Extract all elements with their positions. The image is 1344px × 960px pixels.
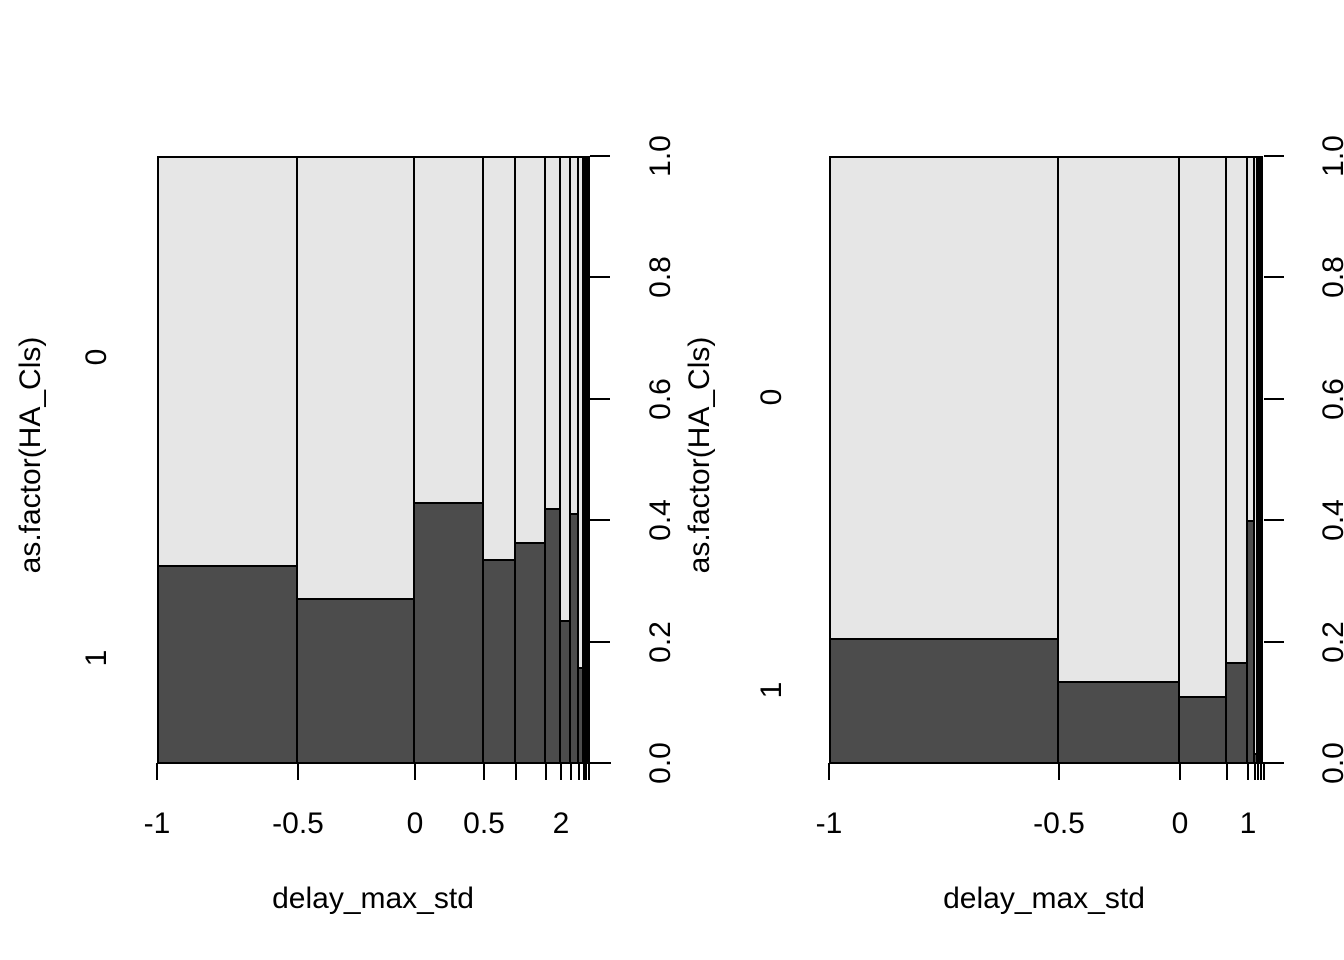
y-right-tick [590,155,610,157]
bar [546,156,561,763]
bar-segment-level1 [1248,520,1253,763]
y-right-tick [590,397,610,400]
x-tick [582,763,585,780]
category-label: 0 [755,388,788,406]
bar-segment-level1 [1180,696,1225,763]
x-tick-label: 2 [552,807,570,840]
category-label: 0 [80,348,113,366]
x-tick [560,763,562,780]
bar-segment-level1 [1255,753,1257,763]
y-right-tick-label: 0.0 [1317,742,1344,784]
x-tick [585,763,587,780]
x-axis-title: delay_max_std [943,882,1145,915]
bar-segment-level1 [1227,662,1246,763]
degenerate-bars-band [1258,156,1264,763]
x-axis-line [829,762,1283,764]
bar [1255,156,1259,763]
bar-segment-level1 [516,542,544,763]
y-right-tick-label: 0.6 [644,377,677,420]
y-right-tick [590,640,610,643]
y-right-tick [1263,276,1284,279]
y-right-tick [1263,762,1284,764]
bar [1180,156,1227,763]
y-right-tick-label: 0.0 [644,742,677,784]
x-tick-label: -0.5 [272,807,324,840]
x-tick [1058,763,1060,780]
x-tick [156,763,158,780]
bar-segment-level1 [831,638,1057,763]
bar-segment-level1 [571,513,577,763]
x-tick-label: 0 [1171,807,1189,840]
x-axis-title: delay_max_std [272,882,474,915]
bar [829,156,1059,763]
x-tick [570,763,572,780]
x-tick [587,763,590,780]
y-right-tick-label: 0.8 [1317,256,1344,299]
bar [1248,156,1255,763]
y-right-tick-label: 0.8 [644,256,677,299]
bar [1059,156,1180,763]
x-tick [1260,763,1262,780]
bar [484,156,516,763]
bar-segment-level1 [484,559,514,763]
category-label: 1 [80,649,113,667]
x-tick [577,763,580,780]
bar-segment-level1 [578,667,582,763]
bar-segment-level1 [298,598,413,763]
x-tick-label: 0.5 [463,807,505,840]
bar [415,156,484,763]
x-tick [1257,763,1260,780]
x-tick [483,763,485,780]
x-tick-label: -0.5 [1033,807,1085,840]
bar [561,156,571,763]
x-tick-label: -1 [815,807,843,840]
x-tick-label: 1 [1239,807,1257,840]
bar-segment-level1 [561,620,569,763]
x-tick [515,763,517,780]
y-right-tick [1263,519,1284,522]
x-tick [1262,763,1265,780]
bar [578,156,584,763]
y-axis-title: as.factor(HA_Cls) [14,336,47,574]
x-tick [414,763,416,780]
y-axis-title: as.factor(HA_Cls) [683,336,716,574]
y-right-tick [590,762,610,764]
bar-segment-level1 [1059,681,1178,763]
y-right-tick [1263,640,1284,643]
bar [571,156,579,763]
y-right-tick-label: 0.6 [1317,377,1344,420]
x-tick [1247,763,1249,780]
x-tick [828,763,830,780]
y-right-tick-label: 0.2 [644,620,677,663]
y-right-tick-label: 1.0 [644,135,677,177]
bar [157,156,298,763]
x-tick-label: -1 [143,807,171,840]
y-right-tick [1263,397,1284,400]
y-right-tick-label: 1.0 [1317,135,1344,177]
y-right-tick [590,276,610,279]
bar [1227,156,1248,763]
degenerate-bars-band [583,156,590,763]
y-right-tick-label: 0.4 [644,499,677,542]
bar-segment-level1 [159,565,296,763]
x-axis-line [157,762,611,764]
bar [298,156,415,763]
bar-segment-level1 [546,508,559,763]
category-label: 1 [755,681,788,699]
bar [516,156,546,763]
x-tick-label: 0 [406,807,424,840]
x-tick [297,763,299,780]
y-right-tick [590,519,610,522]
y-right-tick-label: 0.2 [1317,620,1344,663]
x-tick [545,763,547,780]
x-tick [1226,763,1228,780]
y-right-tick [1263,155,1284,157]
y-right-tick-label: 0.4 [1317,499,1344,542]
x-tick [1179,763,1181,780]
x-tick [1254,763,1256,780]
bar-segment-level1 [415,502,482,763]
